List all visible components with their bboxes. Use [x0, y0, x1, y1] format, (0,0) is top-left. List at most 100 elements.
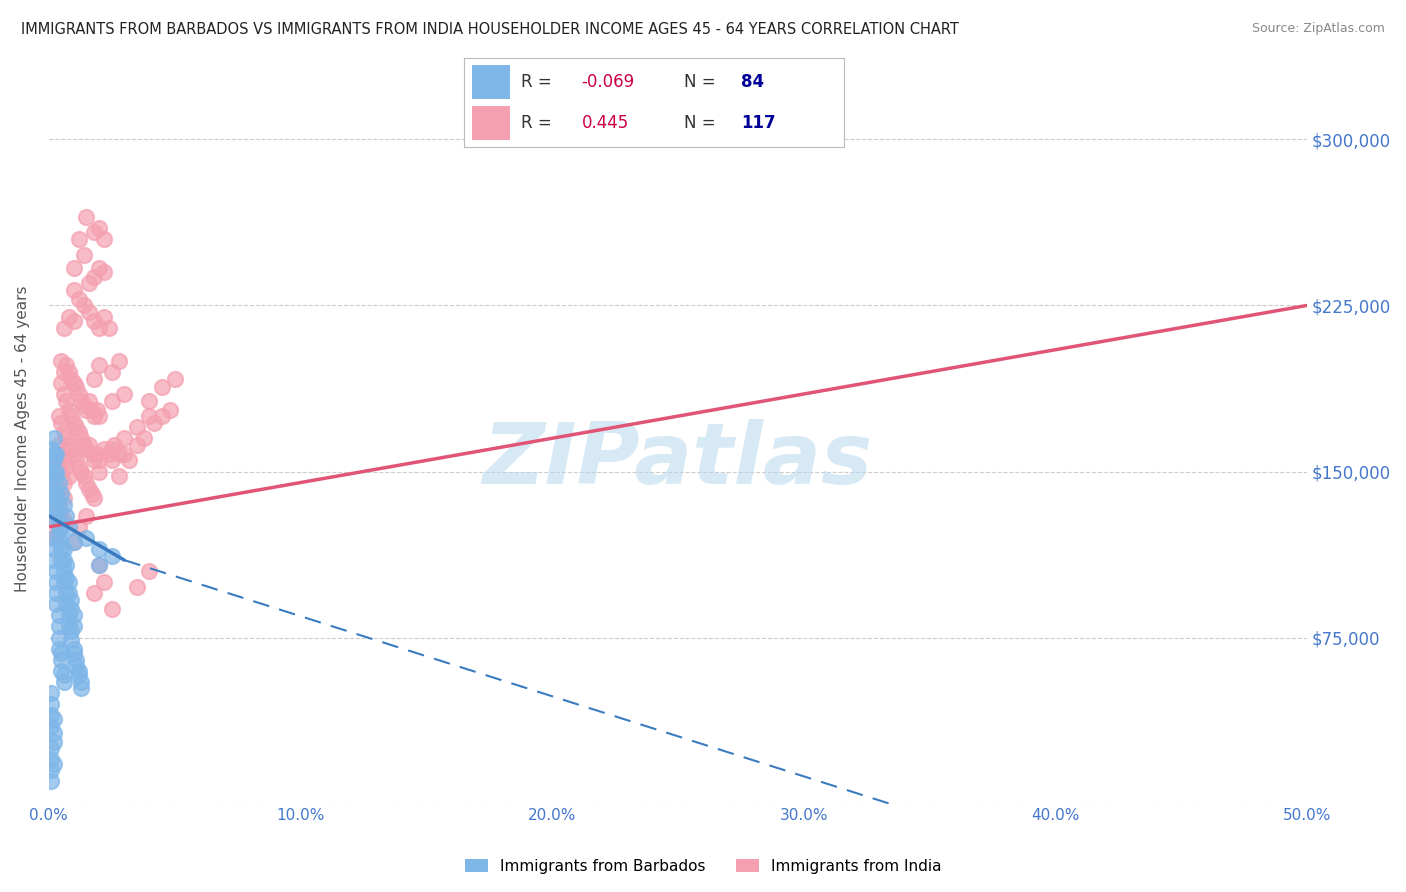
- Point: [138, 564, 160, 578]
- Point: [42, 553, 65, 567]
- Point: [58, 365, 80, 379]
- Text: 117: 117: [741, 114, 776, 132]
- Point: [55, 431, 77, 445]
- Point: [65, 653, 87, 667]
- Point: [55, 558, 77, 572]
- Point: [48, 531, 70, 545]
- Point: [63, 608, 86, 623]
- Point: [39, 774, 62, 789]
- Point: [112, 447, 135, 461]
- Point: [48, 409, 70, 424]
- Point: [73, 247, 96, 261]
- Point: [48, 475, 70, 490]
- Point: [51, 486, 73, 500]
- Point: [42, 475, 65, 490]
- Point: [42, 531, 65, 545]
- Point: [83, 371, 105, 385]
- Point: [73, 298, 96, 312]
- Point: [67, 460, 90, 475]
- Point: [77, 438, 100, 452]
- Point: [45, 504, 67, 518]
- Point: [163, 371, 186, 385]
- Point: [77, 277, 100, 291]
- Point: [52, 564, 75, 578]
- Point: [80, 402, 103, 417]
- Point: [98, 320, 121, 334]
- Text: R =: R =: [520, 114, 557, 132]
- Point: [58, 520, 80, 534]
- Point: [70, 681, 93, 696]
- Point: [112, 387, 135, 401]
- Point: [39, 741, 62, 756]
- Point: [60, 442, 83, 457]
- Point: [93, 442, 115, 457]
- Point: [48, 498, 70, 512]
- Bar: [471, 106, 509, 140]
- Point: [58, 469, 80, 483]
- Point: [83, 226, 105, 240]
- Point: [87, 558, 110, 572]
- Point: [86, 402, 108, 417]
- Point: [48, 619, 70, 633]
- Point: [100, 393, 122, 408]
- Point: [143, 416, 166, 430]
- Point: [42, 713, 65, 727]
- Point: [159, 402, 181, 417]
- Point: [63, 535, 86, 549]
- Point: [39, 764, 62, 778]
- Point: [76, 531, 98, 545]
- Point: [67, 387, 90, 401]
- Point: [80, 486, 103, 500]
- Point: [51, 447, 73, 461]
- Point: [138, 409, 160, 424]
- Point: [45, 513, 67, 527]
- Point: [39, 752, 62, 766]
- Point: [76, 210, 98, 224]
- Point: [58, 310, 80, 324]
- Point: [39, 719, 62, 733]
- Point: [48, 520, 70, 534]
- Point: [77, 305, 100, 319]
- Point: [70, 465, 93, 479]
- Text: 84: 84: [741, 73, 765, 91]
- Point: [70, 393, 93, 408]
- Point: [52, 674, 75, 689]
- Point: [48, 520, 70, 534]
- Point: [60, 632, 83, 647]
- Text: R =: R =: [520, 73, 557, 91]
- Point: [87, 358, 110, 372]
- Point: [134, 431, 156, 445]
- Point: [39, 498, 62, 512]
- Point: [42, 447, 65, 461]
- Point: [87, 221, 110, 235]
- Text: ZIPatlas: ZIPatlas: [482, 418, 873, 501]
- Point: [83, 453, 105, 467]
- Point: [52, 453, 75, 467]
- Point: [51, 541, 73, 556]
- Point: [60, 624, 83, 638]
- Point: [83, 269, 105, 284]
- Point: [76, 508, 98, 523]
- Point: [87, 558, 110, 572]
- Point: [52, 365, 75, 379]
- Point: [125, 580, 148, 594]
- Point: [76, 442, 98, 457]
- Point: [63, 619, 86, 633]
- Point: [48, 631, 70, 645]
- Point: [67, 520, 90, 534]
- Point: [45, 465, 67, 479]
- Point: [93, 310, 115, 324]
- Point: [58, 608, 80, 623]
- Point: [42, 541, 65, 556]
- Point: [52, 491, 75, 505]
- Point: [52, 575, 75, 590]
- Point: [45, 453, 67, 467]
- Point: [51, 535, 73, 549]
- Point: [103, 438, 125, 452]
- Point: [67, 292, 90, 306]
- Point: [60, 601, 83, 615]
- Point: [60, 409, 83, 424]
- Point: [60, 593, 83, 607]
- Point: [65, 659, 87, 673]
- Point: [51, 486, 73, 500]
